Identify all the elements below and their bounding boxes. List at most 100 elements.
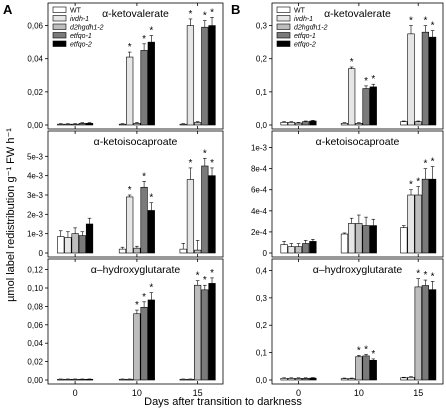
significance-asterisk: * — [357, 345, 361, 356]
bar — [78, 123, 86, 126]
plot-frame — [271, 2, 444, 130]
y-tick-label: 5e-3 — [27, 152, 44, 161]
bar — [194, 249, 202, 254]
bar — [280, 378, 288, 381]
bar — [186, 25, 195, 126]
bar — [287, 122, 295, 126]
bar — [302, 121, 310, 126]
plot-frame — [47, 258, 224, 385]
bar — [369, 86, 377, 126]
bar — [85, 223, 94, 254]
bar — [407, 194, 415, 254]
bar — [400, 121, 408, 126]
bar — [309, 241, 317, 254]
significance-asterisk: * — [203, 275, 207, 286]
bar — [201, 165, 209, 254]
bar — [126, 196, 134, 254]
significance-asterisk: * — [431, 21, 435, 32]
y-tick-label: 0,00 — [27, 376, 43, 385]
bar — [133, 123, 141, 126]
bar — [147, 210, 155, 254]
bar — [208, 175, 216, 254]
bar — [407, 376, 415, 381]
x-axis-label: Days after transition to darkness — [144, 396, 302, 408]
bar — [280, 244, 288, 254]
legend-label: etfqo-1 — [70, 33, 92, 40]
y-tick-label: 0,0 — [256, 376, 268, 385]
legend-swatch — [276, 23, 291, 30]
bar — [400, 227, 408, 254]
bar — [179, 378, 187, 381]
y-tick-label: 0,0 — [256, 121, 268, 130]
y-tick-label: 8e-4 — [251, 165, 268, 174]
significance-asterisk: * — [423, 270, 427, 281]
bar — [280, 122, 288, 126]
bar — [133, 313, 141, 381]
bar — [309, 120, 317, 126]
bar — [208, 25, 216, 126]
significance-asterisk: * — [371, 74, 375, 85]
bar — [294, 122, 303, 126]
y-tick-label: 0,08 — [27, 302, 43, 311]
legend-swatch — [52, 40, 67, 47]
plot-frame — [47, 130, 224, 258]
y-tick-label: 0,06 — [27, 22, 43, 31]
bar — [294, 246, 303, 254]
bar — [186, 179, 195, 254]
chart-panel-3: 01e-32e-33e-34e-35e-3α-ketoisocaproate**… — [27, 130, 224, 258]
x-tick-label: 0 — [73, 388, 78, 398]
bar — [78, 378, 86, 381]
bar — [294, 378, 303, 381]
bar — [362, 355, 370, 381]
bar — [71, 233, 79, 254]
significance-asterisk: * — [128, 42, 132, 53]
legend-label: etfqo-2 — [294, 42, 316, 49]
significance-asterisk: * — [364, 344, 368, 355]
bar — [57, 378, 65, 381]
significance-asterisk: * — [423, 159, 427, 170]
legend-swatch — [52, 15, 67, 22]
bar — [126, 56, 134, 126]
bar — [194, 284, 202, 381]
bar — [179, 123, 187, 126]
chart-panel-6: 0,00,10,20,30,4 α–hydroxyglutarate******0… — [256, 258, 444, 398]
significance-asterisk: * — [350, 57, 354, 68]
legend-label: d2hgdh1-2 — [294, 25, 328, 32]
bar — [429, 36, 437, 126]
legend-swatch — [52, 6, 67, 13]
significance-asterisk: * — [135, 300, 139, 311]
bar — [414, 121, 422, 126]
plot-frame — [271, 130, 444, 258]
significance-asterisk: * — [128, 185, 132, 196]
bar — [201, 289, 209, 381]
y-tick-label: 0 — [263, 249, 268, 258]
legend-swatch — [276, 6, 291, 13]
bar — [369, 359, 377, 381]
significance-asterisk: * — [409, 180, 413, 191]
x-tick-label: 15 — [413, 388, 423, 398]
y-axis-label: µmol label redistribution g⁻¹ FW h⁻¹ — [5, 128, 17, 302]
bar — [118, 378, 127, 381]
significance-asterisk: * — [431, 157, 435, 168]
bar — [64, 378, 72, 381]
y-tick-label: 6e-4 — [251, 186, 268, 195]
panel-title: α–hydroxyglutarate — [313, 264, 403, 276]
significance-asterisk: * — [416, 177, 420, 188]
bar — [348, 378, 356, 381]
bar — [57, 236, 65, 254]
significance-asterisk: * — [149, 283, 153, 294]
significance-asterisk: * — [210, 158, 214, 169]
significance-asterisk: * — [149, 26, 153, 37]
bar — [362, 88, 370, 126]
significance-asterisk: * — [203, 11, 207, 22]
panel-title: α-ketovalerate — [102, 8, 169, 20]
panel-a-letter: A — [3, 2, 13, 17]
y-tick-label: 0,2 — [256, 55, 268, 64]
legend-label: etfqo-1 — [294, 33, 316, 40]
bar — [71, 123, 79, 126]
y-tick-label: 0,3 — [256, 294, 268, 303]
bar — [179, 248, 187, 254]
bar — [71, 378, 79, 381]
y-tick-label: 0,04 — [27, 339, 43, 348]
